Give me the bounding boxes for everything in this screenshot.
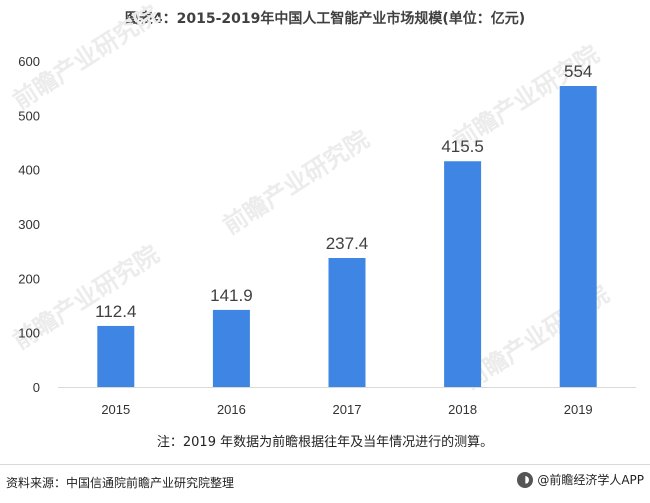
- value-labels: 112.4 141.9 237.4 415.5 554: [95, 62, 592, 321]
- y-tick-label: 300: [18, 217, 40, 232]
- x-tick-label: 2019: [564, 402, 593, 417]
- brand-text: @前瞻经济学人APP: [537, 473, 644, 487]
- bar: [444, 161, 482, 387]
- y-tick-label: 400: [18, 163, 40, 178]
- x-tick-label: 2018: [448, 402, 477, 417]
- y-tick-label: 100: [18, 326, 40, 341]
- chart-title: 图表4：2015-2019年中国人工智能产业市场规模(单位：亿元): [124, 11, 526, 27]
- x-tick-label: 2017: [333, 402, 362, 417]
- bar: [328, 258, 366, 387]
- x-axis-ticks: 2015 2016 2017 2018 2019: [101, 402, 592, 417]
- y-tick-label: 600: [18, 54, 40, 69]
- x-tick-label: 2015: [101, 402, 130, 417]
- y-tick-label: 200: [18, 271, 40, 286]
- y-tick-label: 0: [33, 380, 40, 395]
- brand-credit: @前瞻经济学人APP: [517, 471, 644, 488]
- brand-logo-icon: [517, 471, 534, 488]
- chart-note: 注：2019 年数据为前瞻根据往年及当年情况进行的测算。: [156, 435, 494, 450]
- bar-value-label: 415.5: [441, 137, 484, 156]
- bar-value-label: 112.4: [95, 302, 136, 321]
- bar-value-label: 554: [564, 62, 592, 81]
- bar: [212, 309, 250, 387]
- bar: [559, 85, 597, 387]
- bars: [97, 85, 597, 387]
- bar: [97, 325, 135, 387]
- x-tick-label: 2016: [217, 402, 246, 417]
- y-tick-label: 500: [18, 108, 40, 123]
- bar-value-label: 237.4: [326, 234, 369, 253]
- source-text: 资料来源：中国信通院前瞻产业研究院整理: [6, 476, 235, 490]
- watermark-text: 前瞻产业研究院: [218, 125, 374, 240]
- footer-divider: [0, 464, 650, 465]
- bar-value-label: 141.9: [210, 286, 253, 305]
- y-axis-ticks: 0 100 200 300 400 500 600: [18, 54, 40, 395]
